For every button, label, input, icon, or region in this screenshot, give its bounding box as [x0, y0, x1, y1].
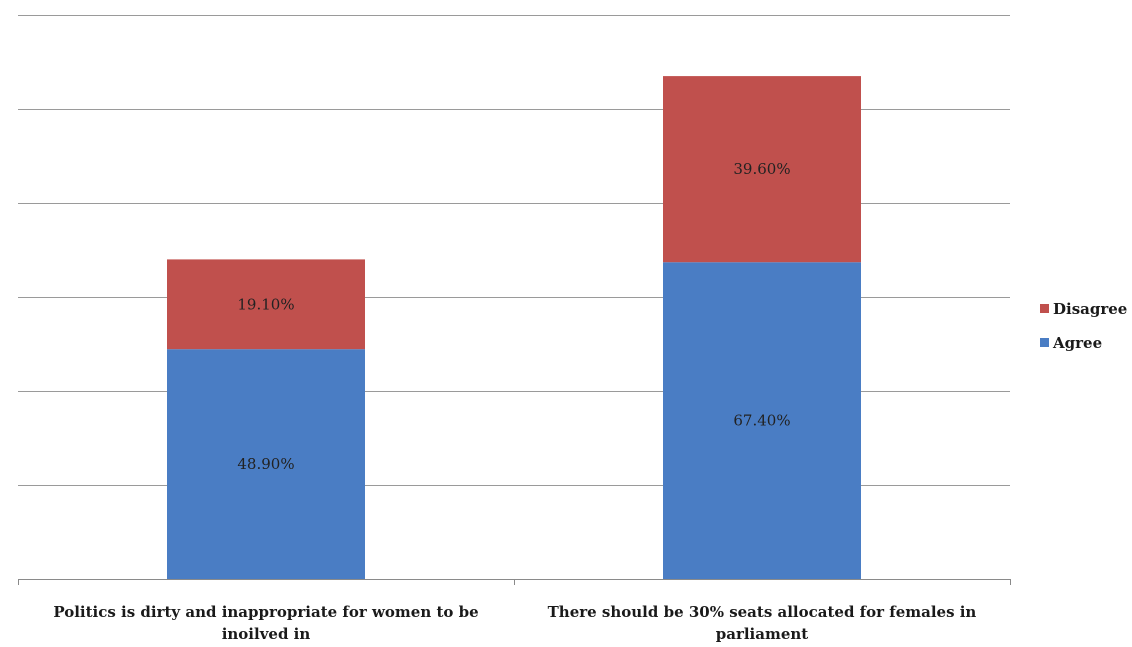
category-label: inoilved in	[222, 625, 311, 642]
category-label: Politics is dirty and inappropriate for …	[53, 603, 478, 621]
gridlines	[18, 15, 1010, 486]
bar-disagree	[663, 76, 861, 263]
data-label-agree: 48.90%	[237, 455, 294, 473]
bar-agree	[167, 349, 365, 579]
category-label: There should be 30% seats allocated for …	[548, 603, 977, 621]
data-labels: 48.90% 19.10% 67.40% 39.60%	[237, 160, 790, 473]
data-label-disagree: 39.60%	[733, 160, 790, 178]
bar-agree	[663, 262, 861, 579]
legend-swatch-agree	[1040, 338, 1049, 347]
legend-label-agree: Agree	[1052, 334, 1102, 352]
category-label: parliament	[716, 625, 809, 642]
legend-swatch-disagree	[1040, 304, 1049, 313]
x-axis	[18, 579, 1011, 585]
bar-disagree	[167, 259, 365, 350]
legend: Disagree Agree	[1040, 300, 1127, 352]
data-label-disagree: 19.10%	[237, 295, 294, 313]
bars	[167, 76, 861, 579]
data-label-agree: 67.40%	[733, 412, 790, 430]
category-labels: Politics is dirty and inappropriate for …	[53, 603, 977, 643]
legend-label-disagree: Disagree	[1053, 300, 1127, 318]
